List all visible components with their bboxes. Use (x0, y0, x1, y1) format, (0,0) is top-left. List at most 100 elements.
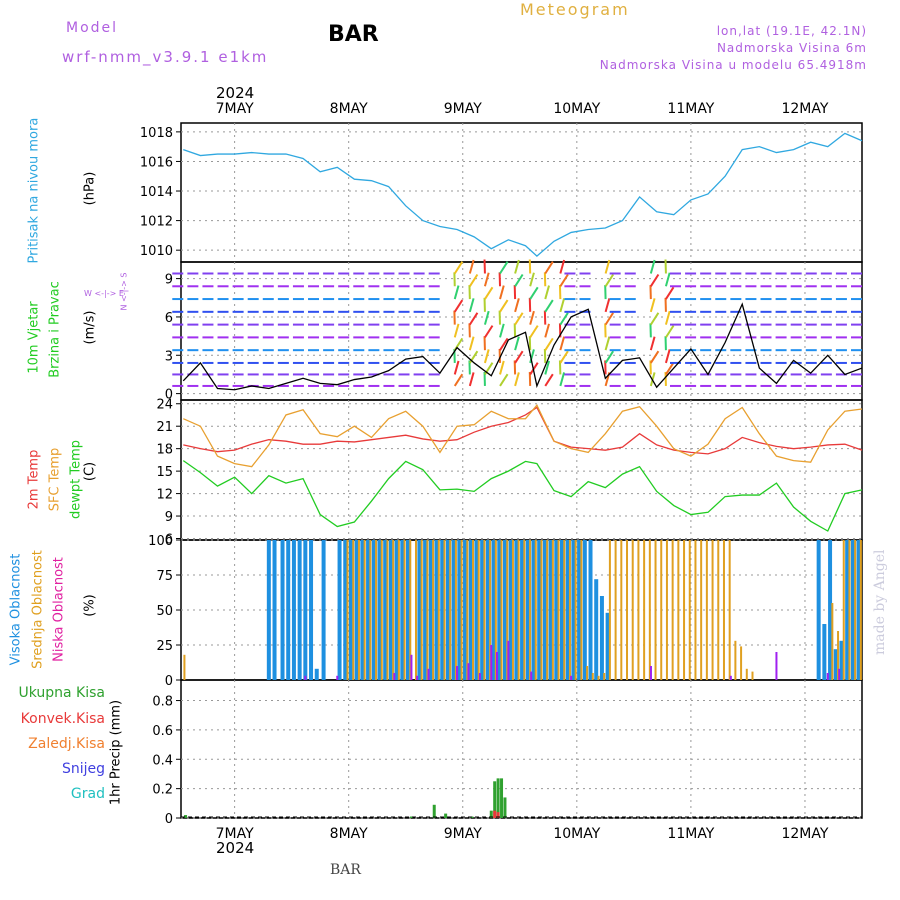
wind-arrow (544, 261, 554, 275)
cloud-mid-bar (848, 540, 851, 680)
precip-conv-bar (493, 810, 497, 818)
wind-arrow (514, 298, 520, 313)
wind-arrow (664, 272, 671, 287)
day-label-bottom: 11MAY (667, 826, 714, 842)
cloud-high-bar (348, 540, 353, 680)
cloud-low-bar (478, 673, 481, 680)
cloud-mid-bar (614, 540, 617, 680)
cloud-high-bar (309, 540, 314, 680)
cloud-high-bar (291, 540, 296, 680)
y-tick-label: 25 (156, 639, 173, 654)
cloud-mid-bar (580, 540, 583, 680)
wind-arrow (559, 336, 566, 351)
cloud-mid-bar (477, 540, 480, 680)
cloud-mid-bar (472, 540, 475, 680)
wind-arrow (529, 272, 535, 287)
wind-arrow (453, 299, 464, 313)
wind-arrow (544, 373, 554, 387)
wind-arrow (559, 298, 566, 313)
cloud-high-bar (480, 540, 485, 680)
cloud-mid-bar (420, 540, 423, 680)
y-tick-label: 18 (156, 443, 173, 458)
cloud-high-bar (839, 640, 844, 680)
wind-arrow (604, 298, 611, 313)
cloud-mid-bar (494, 540, 497, 680)
y-tick-label: 12 (156, 488, 173, 503)
cloud-mid-bar (517, 540, 520, 680)
cloud-high-bar (485, 540, 490, 680)
cloud-mid-bar (432, 540, 435, 680)
cloud-mid-bar (837, 631, 840, 680)
wind-arrow (559, 350, 569, 364)
model-label: Model (66, 20, 119, 36)
wind-arrow (544, 285, 550, 300)
y-tick-label: 9 (165, 510, 173, 525)
cloud-mid-bar (409, 540, 412, 680)
cloud-mid-bar (392, 540, 395, 680)
cloud-low-bar (649, 666, 652, 680)
wind-arrow (453, 261, 464, 275)
precip-total-bar (503, 797, 507, 818)
cloud-mid-bar (859, 540, 862, 680)
wind-arrow (483, 272, 490, 287)
cloud-high-bar (366, 540, 371, 680)
wind-arrow (649, 298, 656, 313)
wind-arrow (665, 325, 675, 338)
wind-arrow (483, 349, 490, 364)
precip-total-bar (496, 778, 500, 818)
wind-arrow (514, 350, 524, 364)
wind-arrow (544, 360, 550, 375)
cloud-high-bar (582, 540, 587, 680)
cloud-low-bar (416, 675, 419, 680)
cloud-high-bar (457, 540, 462, 680)
temp-2m-line (183, 406, 863, 455)
cloud-mid-bar (460, 540, 463, 680)
cloud-mid-bar (734, 640, 737, 680)
cloud-high-bar (548, 540, 553, 680)
cloud-mid-bar (563, 540, 566, 680)
wind-arrow (604, 336, 611, 351)
y-tick-label: 75 (156, 569, 173, 584)
cloud-high-bar (571, 540, 576, 680)
y-tick-label: 24 (156, 398, 173, 413)
y-tick-label: 21 (156, 420, 173, 435)
cloud-high-bar (502, 540, 507, 680)
cloud-mid-bar (397, 540, 400, 680)
cloud-mid-bar (842, 540, 845, 680)
cloud-mid-bar (386, 540, 389, 680)
y-tick-label: 0.4 (152, 753, 173, 768)
wind-arrow (499, 360, 505, 375)
y-tick-label: 50 (156, 604, 173, 619)
wind-arrow (469, 273, 479, 287)
year-bottom-label: 2024 (216, 839, 255, 857)
cloud-high-bar (531, 540, 536, 680)
cloud-high-bar (394, 540, 399, 680)
wind-arrow (544, 323, 550, 338)
wind-arrow (559, 259, 566, 274)
wind-arrow (529, 325, 539, 338)
day-label-bottom: 12MAY (781, 826, 828, 842)
cloud-mid-bar (648, 540, 651, 680)
cloud-mid-bar (637, 540, 640, 680)
cloud-low-bar (456, 666, 459, 680)
cloud-mid-bar (511, 540, 514, 680)
cloud-high-bar (388, 540, 393, 680)
precip-total-bar (409, 816, 413, 818)
station-title: BAR (328, 22, 379, 47)
cloud-low-bar (336, 675, 339, 680)
cloud-high-bar (508, 540, 513, 680)
cloud-low-bar (729, 675, 732, 680)
wind-arrow (529, 362, 539, 375)
wind-arrow (468, 259, 475, 274)
y-tick-label: 9 (165, 273, 173, 288)
cloud-high-bar (537, 540, 542, 680)
cloud-high-bar (428, 540, 433, 680)
cloud-high-bar (845, 540, 850, 680)
y-tick-label: 3 (165, 349, 173, 364)
cloud-mid-bar (608, 540, 611, 680)
cloud-mid-bar (357, 540, 360, 680)
cloud-low-bar (304, 675, 307, 680)
cloud-mid-bar (426, 540, 429, 680)
cloud-mid-bar (728, 540, 731, 680)
meteogram-title: Meteogram (520, 0, 630, 19)
